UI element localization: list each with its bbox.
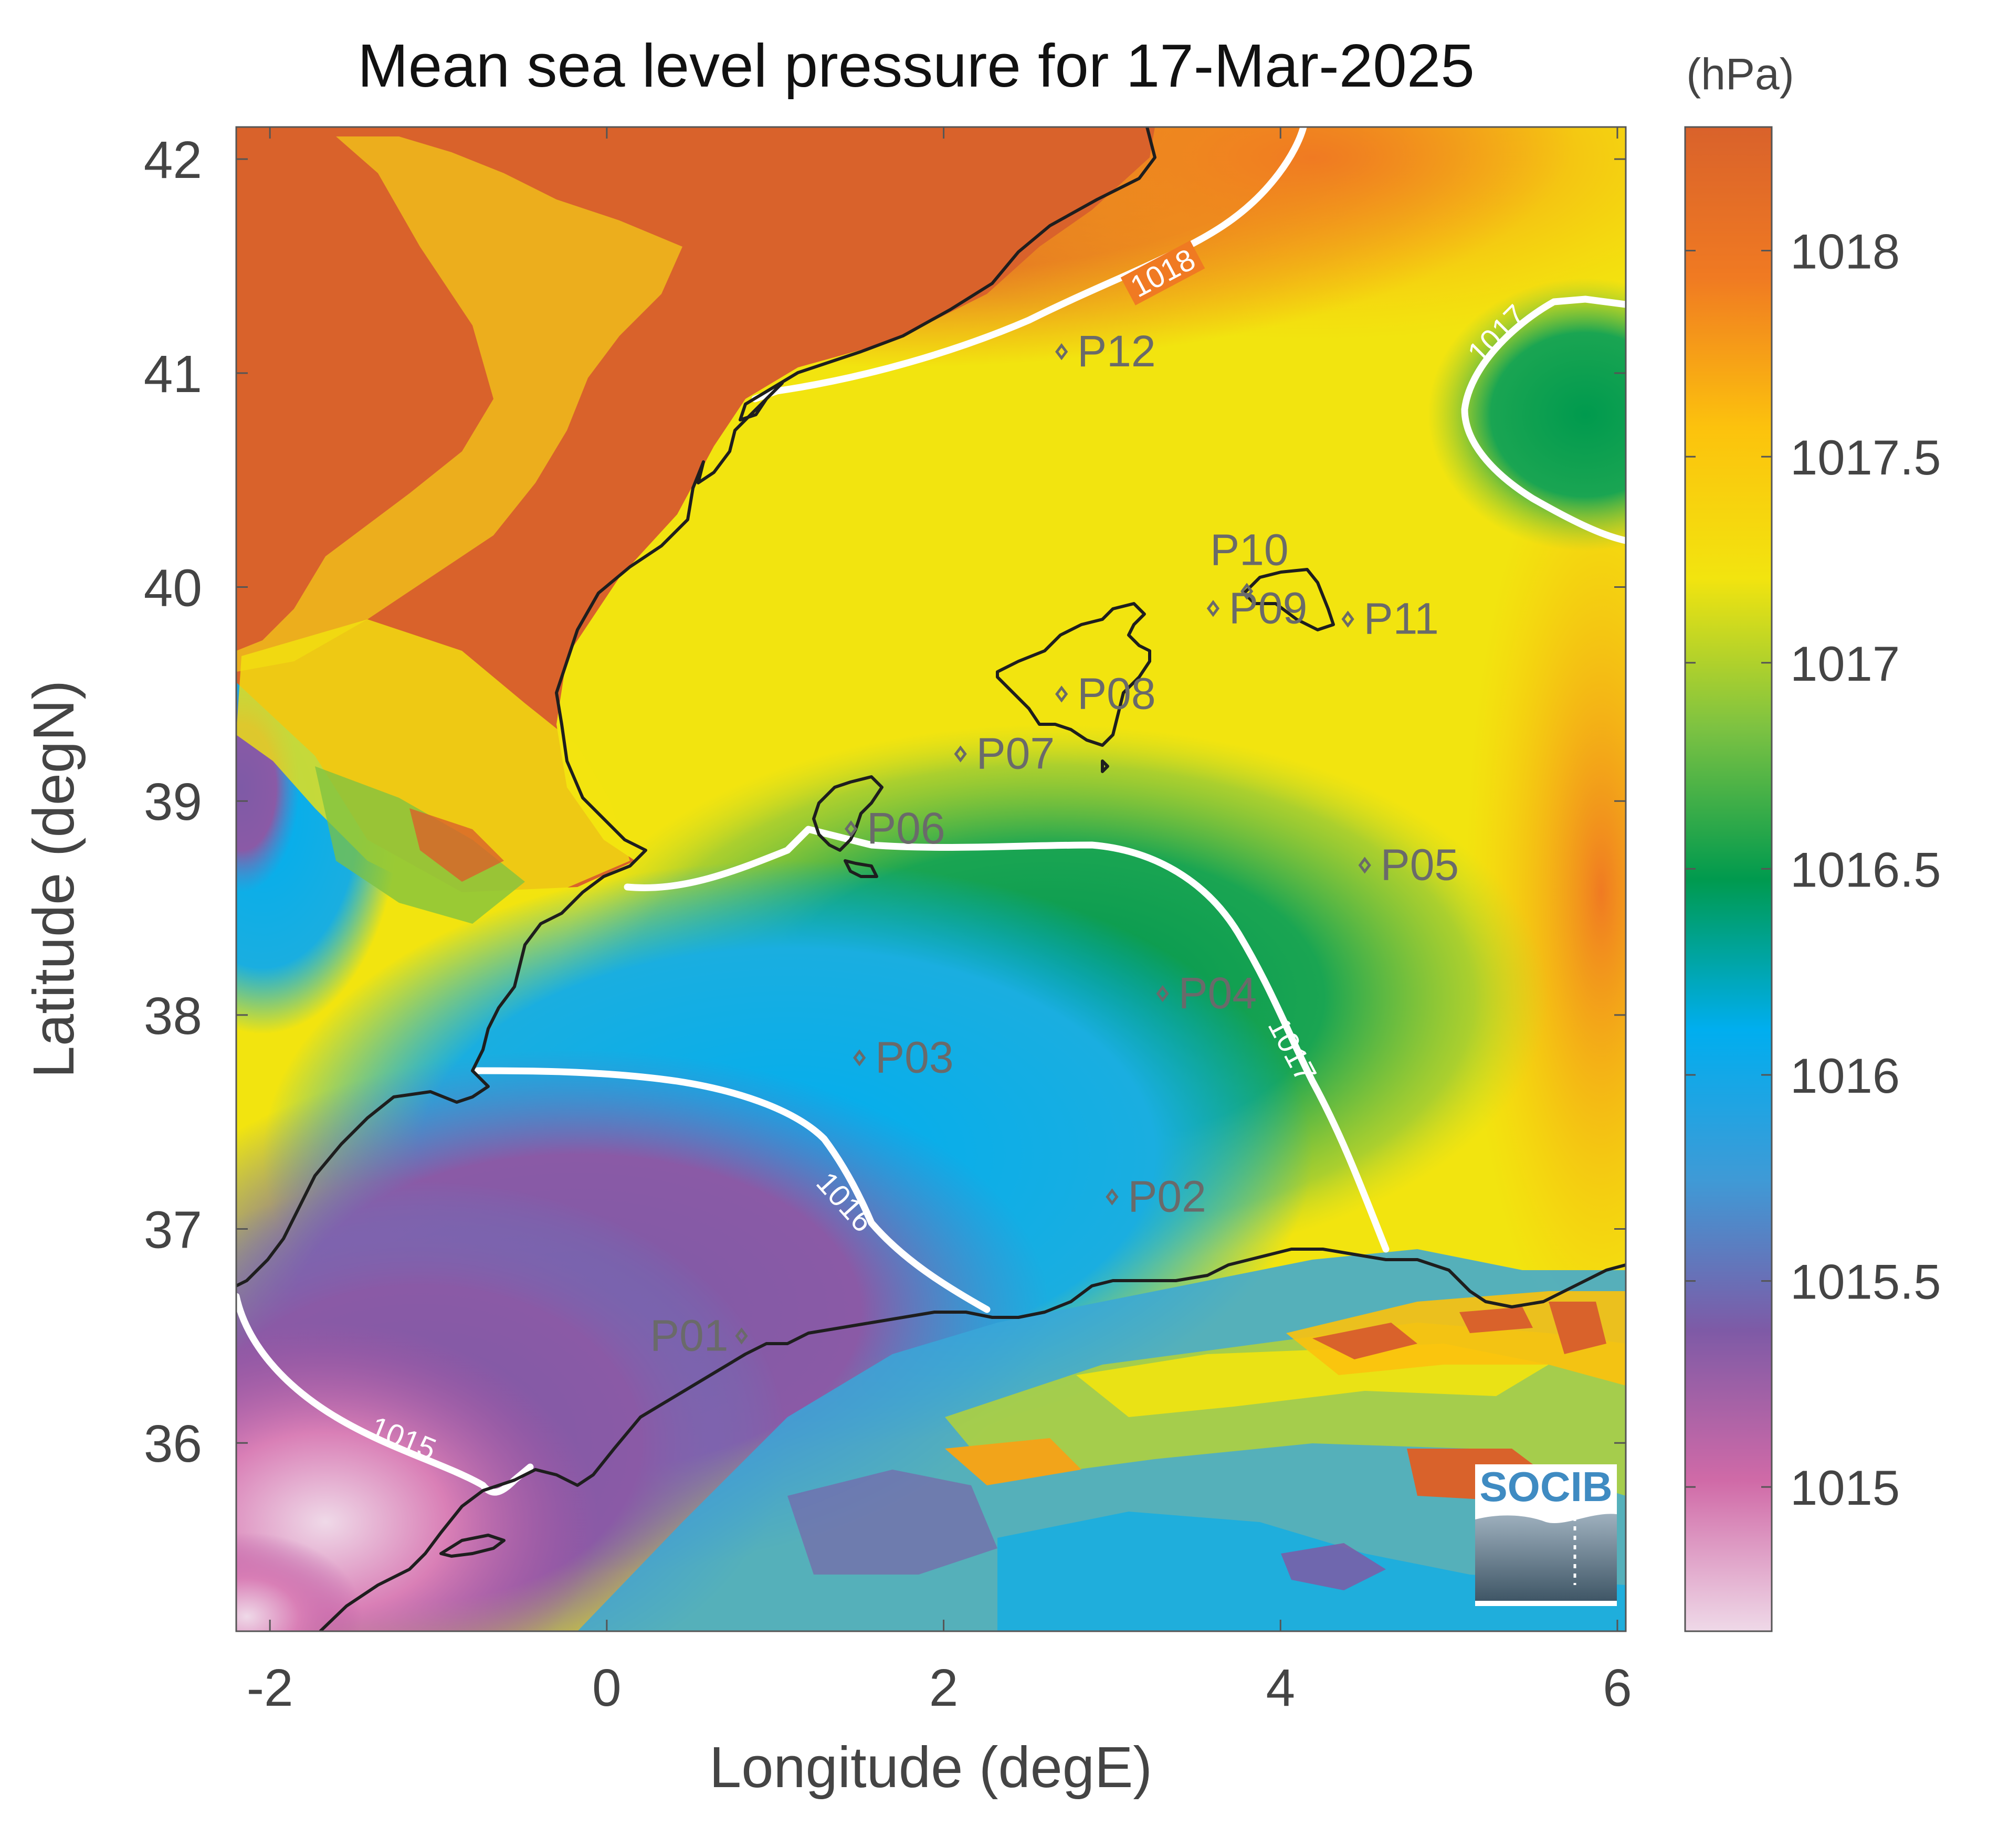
x-tick-label: 0 [592,1659,622,1717]
coastline-africa [319,1248,1626,1631]
colorbar-tick-label: 1016 [1790,1048,1900,1103]
axes: -2 0 2 4 6 36 37 38 39 40 41 42 [144,127,1632,1717]
y-axis-label: Latitude (degN) [22,680,86,1078]
point-p02: P02 [1106,1171,1206,1221]
point-marker [954,745,967,763]
point-label: P05 [1381,840,1459,890]
point-label: P08 [1077,669,1155,718]
points-layer: P01 P02 P03 P04 P05 P06 P07 P08 P09 P10 P11 P12 [650,326,1459,1360]
point-p04: P04 [1156,968,1257,1018]
point-marker [853,1049,866,1066]
point-marker [1341,610,1354,628]
point-p10: P10 [1210,525,1289,600]
point-p08: P08 [1055,669,1156,718]
y-tick-label: 37 [144,1201,202,1260]
point-label: P04 [1179,968,1257,1018]
island-menorca [1243,568,1335,631]
colorbar-tick-label: 1015 [1790,1460,1900,1515]
y-tick-label: 41 [144,345,202,404]
point-marker [1358,857,1371,874]
contour-1017-ne [1461,295,1626,544]
point-label: P03 [875,1032,953,1082]
plot-frame [235,126,1627,1632]
point-label: P10 [1210,525,1288,575]
chart-title: Mean sea level pressure for 17-Mar-2025 [357,31,1475,100]
x-tick-label: -2 [247,1659,293,1717]
y-tick-label: 42 [144,131,202,189]
point-label: P07 [976,729,1055,778]
y-tick-label: 38 [144,987,202,1046]
point-label: P11 [1364,594,1439,643]
point-label: P02 [1128,1171,1206,1221]
contour-1018 [751,127,1307,403]
x-tick-label: 2 [929,1659,959,1717]
contour-1015 [236,1293,534,1496]
point-label: P09 [1229,583,1307,632]
point-marker [1055,685,1068,703]
colorbar: 1015 1015.5 1016 1016.5 1017 1017.5 1018 [1684,126,1941,1632]
y-tick-label: 39 [144,773,202,831]
point-marker [1106,1188,1119,1206]
island-ibiza [812,775,883,852]
point-p12: P12 [1055,326,1156,376]
colorbar-tick-label: 1015.5 [1790,1254,1941,1310]
point-label: P12 [1077,326,1155,376]
point-marker [1240,583,1254,600]
point-marker [1055,343,1068,361]
point-p03: P03 [853,1032,954,1082]
coastline-iberia [236,127,1156,1287]
point-marker [1156,985,1169,1002]
colorbar-tick-label: 1016.5 [1790,842,1941,897]
island-cabrera [1101,759,1109,773]
point-p01: P01 [650,1311,748,1360]
point-p07: P07 [954,729,1055,778]
colorbar-gradient [1684,126,1773,1632]
colorbar-tick-label: 1017 [1790,636,1900,691]
island-alboran [439,1534,506,1558]
point-label: P01 [650,1311,728,1360]
socib-logo-text: SOCIB [1479,1463,1612,1510]
point-marker [844,820,858,838]
point-p11: P11 [1341,594,1439,643]
colorbar-tick-label: 1018 [1790,224,1900,279]
x-axis-label: Longitude (degE) [709,1735,1152,1800]
island-mallorca [996,602,1151,747]
y-tick-label: 36 [144,1414,202,1473]
colorbar-tick-label: 1017.5 [1790,430,1941,485]
contour-1017-south [624,826,1390,1253]
socib-logo: SOCIB [1475,1463,1617,1606]
pressure-field: 1018 1017 1017 1016 1015 [236,127,1626,1631]
x-tick-label: 6 [1603,1659,1632,1717]
contour-1016 [474,1067,991,1313]
point-label: P06 [867,804,945,853]
x-tick-label: 4 [1266,1659,1295,1717]
point-marker [735,1327,748,1345]
point-marker [1206,600,1220,617]
island-formentera [844,859,878,878]
colorbar-unit-label: (hPa) [1686,49,1794,99]
point-p05: P05 [1358,840,1459,890]
point-p06: P06 [844,804,945,853]
y-tick-label: 40 [144,559,202,618]
